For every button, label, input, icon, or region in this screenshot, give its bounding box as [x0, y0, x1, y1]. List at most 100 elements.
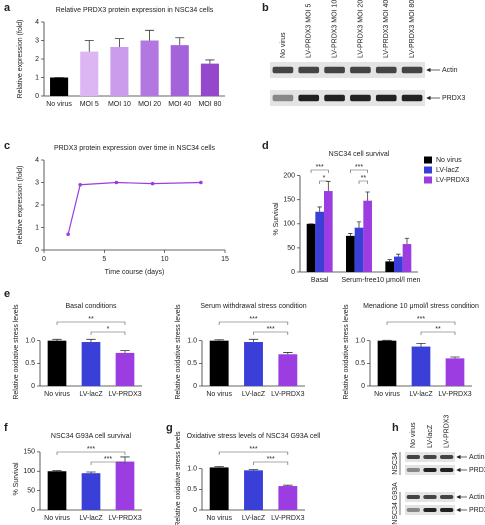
- panel-letter: b: [262, 2, 269, 14]
- chart-title: Menadione 10 μmol/l stress condition: [363, 303, 479, 310]
- error-bar: [205, 59, 215, 64]
- error-bar: [356, 221, 362, 228]
- bar: [402, 244, 412, 272]
- legend-label: No virus: [436, 157, 462, 164]
- y-tick-label: 0: [31, 383, 35, 390]
- x-tick-label: Serum-free: [341, 277, 376, 284]
- blot-band: [401, 94, 423, 102]
- significance-label: ***: [249, 446, 257, 453]
- significance-label: *: [107, 326, 110, 333]
- significance-label: **: [361, 175, 367, 182]
- y-tick-label: 0.5: [355, 360, 365, 367]
- data-point: [78, 182, 82, 187]
- panel-letter: h: [392, 422, 399, 434]
- y-axis-label: Relative oxidative stress levels: [13, 304, 20, 400]
- significance-label: ***: [249, 316, 257, 323]
- panel-letter: a: [4, 2, 11, 14]
- bar: [200, 63, 219, 96]
- error-bar: [120, 456, 130, 462]
- bar: [140, 40, 159, 96]
- y-tick-label: 0: [31, 507, 35, 514]
- y-tick-label: 0: [361, 383, 365, 390]
- chart-title: NSC34 G93A cell survival: [51, 433, 132, 440]
- x-tick-label: No virus: [44, 515, 70, 522]
- error-bar: [175, 37, 185, 46]
- x-tick-label: No virus: [206, 391, 232, 398]
- chart-title: Relative PRDX3 protein expression in NSC…: [56, 7, 214, 14]
- lane-label: LV-PRDX3: [444, 415, 451, 448]
- y-tick-label: 4: [35, 19, 39, 26]
- bar: [244, 470, 263, 510]
- error-bar: [283, 352, 293, 355]
- x-tick-label: MOI 5: [80, 101, 99, 108]
- blot-band: [272, 94, 294, 102]
- significance-bracket: [56, 321, 126, 325]
- x-tick-label: LV-lacZ: [79, 391, 103, 398]
- chart-title: Basal conditions: [66, 303, 117, 310]
- bar: [377, 340, 397, 386]
- y-axis-label: Relative expression (fold): [17, 166, 24, 245]
- bar: [306, 223, 316, 272]
- error-bar: [214, 339, 224, 341]
- significance-bracket: [218, 321, 289, 325]
- x-tick-label: 0: [42, 256, 46, 263]
- bar: [81, 342, 101, 386]
- y-axis-label: Relative oxidative stress levels: [343, 304, 350, 400]
- row-label: PRDX3: [442, 95, 465, 102]
- row-label: PRDX3: [469, 467, 485, 474]
- x-tick-label: LV-lacZ: [79, 515, 103, 522]
- blot-band: [298, 66, 320, 74]
- y-tick-label: 2: [35, 202, 39, 209]
- significance-label: ***: [87, 446, 95, 453]
- significance-label: ***: [316, 164, 324, 171]
- row-label: PRDX3: [469, 507, 485, 514]
- lane-label: LV-PRDX3 MOI 40: [383, 0, 390, 58]
- x-tick-label: LV-lacZ: [242, 391, 266, 398]
- x-tick-label: 15: [221, 256, 229, 263]
- bar: [115, 461, 135, 510]
- blot-band: [375, 94, 397, 102]
- legend-label: LV-PRDX3: [436, 177, 469, 184]
- x-axis-label: Time course (days): [105, 269, 165, 276]
- y-axis-label: Relative oxidative stress levels: [175, 304, 182, 400]
- bar: [278, 486, 298, 510]
- blot-band: [406, 468, 420, 472]
- group-label: NSC34 G93A: [392, 482, 399, 525]
- legend-swatch: [424, 176, 432, 184]
- x-tick-label: No virus: [374, 391, 400, 398]
- x-tick-label: 10: [161, 256, 169, 263]
- error-bar: [214, 466, 224, 468]
- x-tick-label: No virus: [44, 391, 70, 398]
- lane-label: LV-PRDX3 MOI 20: [357, 0, 364, 58]
- blot-band: [324, 94, 345, 102]
- bar: [323, 191, 333, 272]
- error-bar: [348, 233, 353, 236]
- significance-label: ***: [104, 456, 112, 463]
- bar: [50, 77, 69, 96]
- y-tick-label: 0: [35, 247, 39, 254]
- blot-band: [272, 66, 294, 74]
- chart-title: PRDX3 protein expression over time in NS…: [54, 145, 216, 152]
- error-bar: [145, 29, 155, 41]
- y-tick-label: 200: [283, 172, 295, 179]
- panel-letter: f: [4, 422, 8, 434]
- bar: [394, 256, 403, 272]
- error-bar: [120, 350, 130, 353]
- x-tick-label: 5: [102, 256, 106, 263]
- lane-label: LV-lacZ: [427, 424, 434, 448]
- chart-title: NSC34 cell survival: [329, 151, 390, 158]
- y-axis-label: % Survival: [273, 202, 280, 236]
- data-line: [67, 181, 201, 235]
- y-tick-label: 50: [287, 245, 295, 252]
- y-tick-label: 150: [283, 197, 295, 204]
- error-bar: [450, 356, 460, 359]
- lane-label: No virus: [410, 422, 417, 448]
- error-bar: [86, 338, 96, 343]
- bar: [47, 340, 67, 386]
- blot-strip: [270, 62, 425, 78]
- y-tick-label: 1.0: [355, 338, 365, 345]
- y-tick-label: 3: [35, 37, 39, 44]
- error-bar: [52, 338, 62, 341]
- error-bar: [52, 470, 62, 472]
- bar: [209, 340, 229, 386]
